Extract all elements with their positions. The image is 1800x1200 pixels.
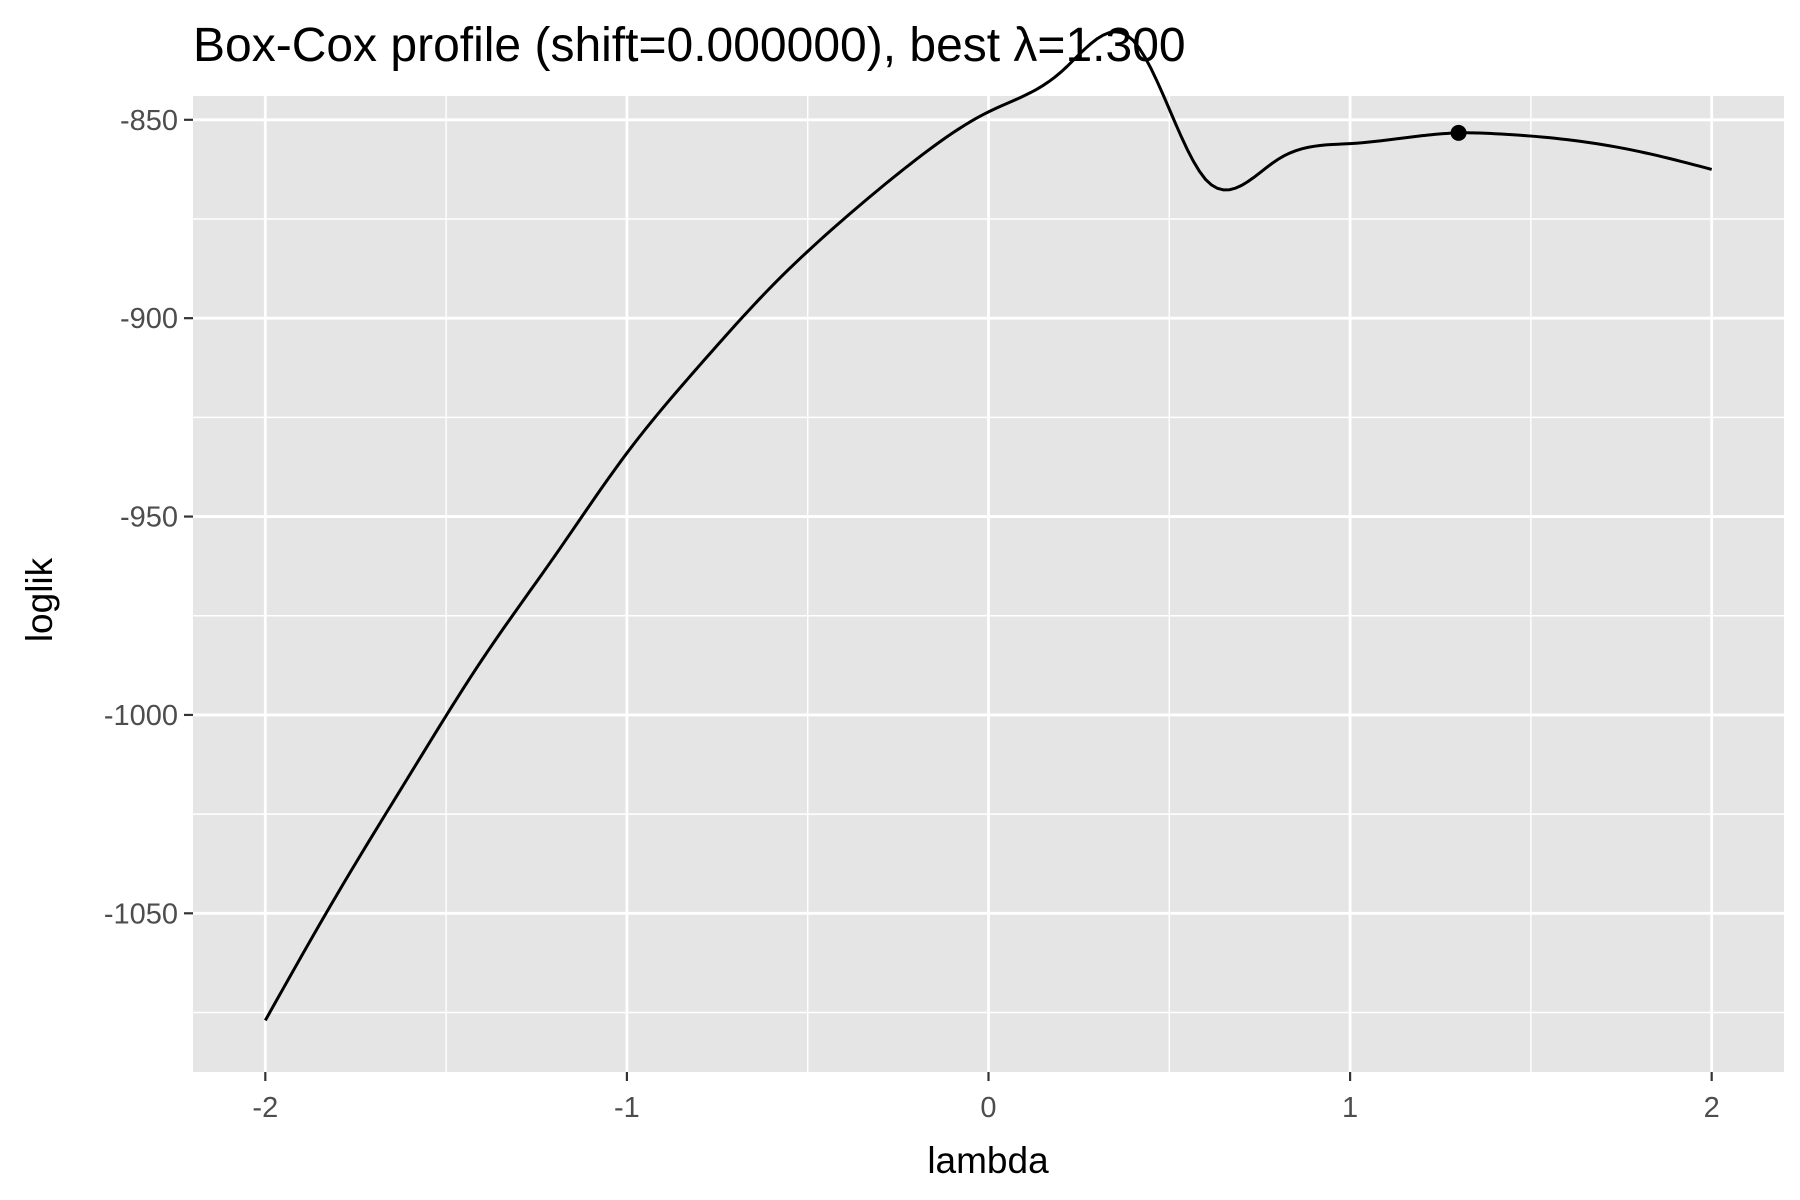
x-tick-labels: -2 -1 0 1 2 <box>252 1092 1719 1124</box>
y-tick-labels: -1050 -1000 -950 -900 -850 <box>104 105 178 930</box>
x-tick-label: -2 <box>252 1092 278 1124</box>
grid-major <box>193 96 1784 1072</box>
chart-title: Box-Cox profile (shift=0.000000), best λ… <box>193 19 1186 72</box>
x-tick-label: 0 <box>980 1092 996 1124</box>
y-axis-title: loglik <box>19 557 60 642</box>
x-axis-title: lambda <box>927 1140 1049 1181</box>
series-line-loglik <box>264 30 1713 1022</box>
x-tick-label: 1 <box>1342 1092 1358 1124</box>
y-tick-label: -1000 <box>104 700 178 732</box>
y-tick-label: -950 <box>120 502 178 534</box>
x-tick-label: 2 <box>1704 1092 1720 1124</box>
axis-ticks <box>184 118 1713 1081</box>
y-tick-label: -1050 <box>104 898 178 930</box>
y-tick-label: -850 <box>120 105 178 137</box>
best-lambda-point <box>1450 124 1467 141</box>
y-tick-label: -900 <box>120 303 178 335</box>
x-tick-label: -1 <box>614 1092 640 1124</box>
